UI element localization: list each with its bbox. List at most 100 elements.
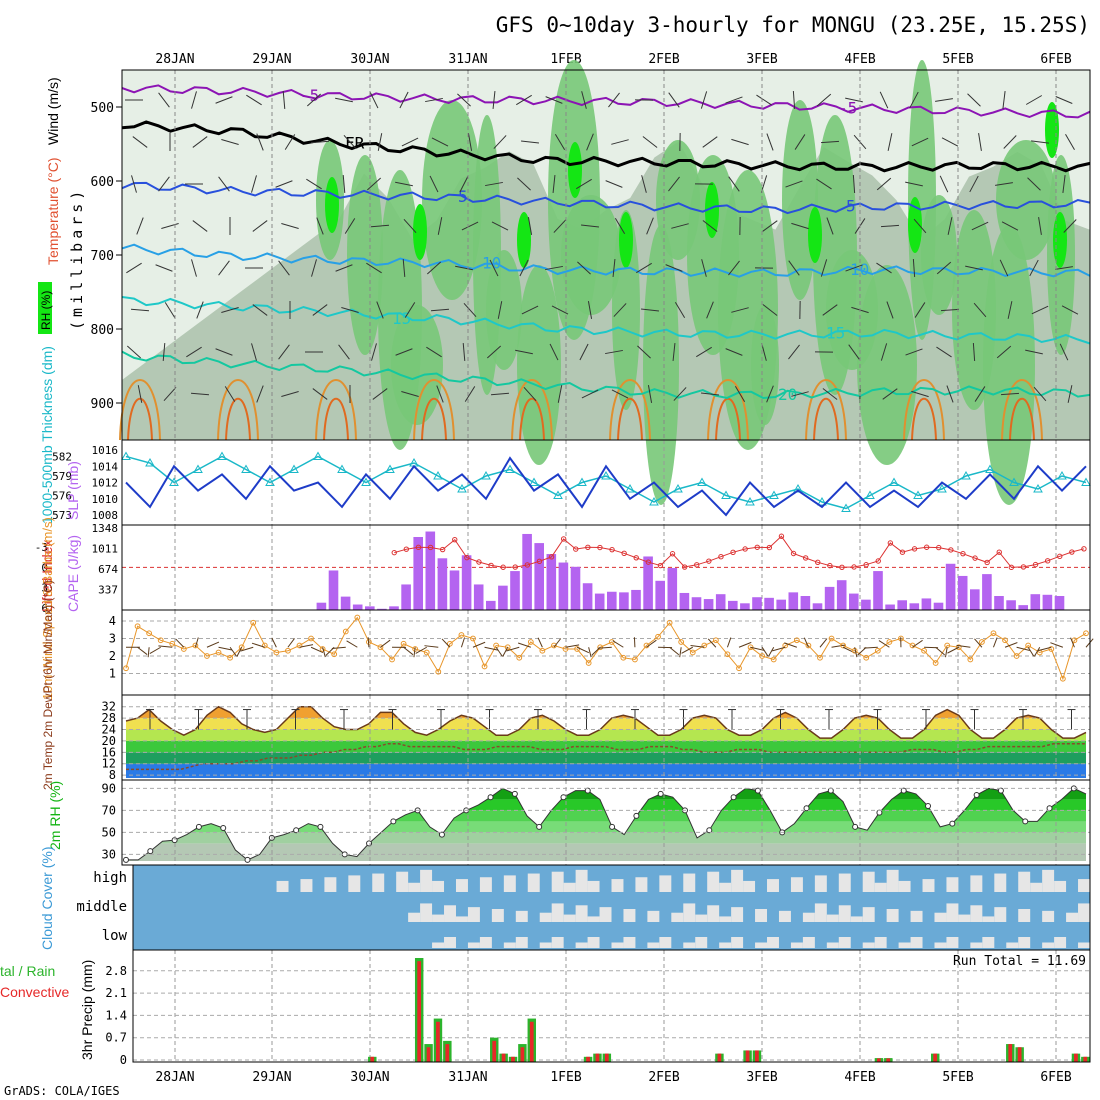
cloud-mid-cell [719,916,732,922]
li-point [536,558,543,565]
temp-tick-label: 12 [102,757,116,771]
top-date-label: 30JAN [350,52,389,67]
wind-barb [701,259,707,277]
cape-bar [836,580,847,610]
thickness-point [1057,470,1067,480]
bottom-date-label: 2FEB [648,1070,679,1085]
isotherm-label: 15 [392,309,411,328]
wind-speed-point [747,644,754,651]
rh-green-blob [347,155,383,355]
wind-barb [425,97,443,103]
cloud-high-cell [587,880,600,892]
cloud-mid-cell [826,914,839,922]
wind-speed-point [157,637,164,644]
cloud-high-cell [683,873,696,892]
cloud-mid-cell [946,903,959,922]
cloud-low-cell [503,942,516,948]
thickness-line [125,455,1087,510]
rh-bright-blob [1053,212,1067,268]
cloud-low-cell [432,942,445,948]
wind-barb [395,348,413,356]
li-line [394,535,1085,568]
thickness-point [1081,477,1091,486]
thickness-point [817,496,827,506]
cloud-low-cell [790,942,803,948]
wind-barb [1061,305,1079,315]
cloud-mid-cell [587,916,600,922]
cloud-mid-cell [814,903,827,922]
cloud-mid-cell [1042,910,1055,922]
rh-point [900,787,907,794]
wind-barb [377,133,383,151]
wind-barb [275,180,293,188]
upper-temp-label: Temperature (°C) [45,157,61,265]
wind-barb-10m [679,647,682,658]
cape-bar [389,606,399,610]
li-point [754,544,760,550]
cape-bar [921,598,932,610]
cloud-high-cell [575,869,588,892]
wind-barb-10m [947,646,960,654]
isotherm-line [121,120,1091,173]
bottom-date-label: 6FEB [1040,1070,1071,1085]
precip-conv-bar [417,961,422,1062]
wind-barb [366,262,382,274]
wind-barb [490,392,510,396]
cape-bar [510,571,520,610]
wind-barb [702,220,718,232]
isotherm-label: FR [345,133,365,152]
cape-bar [849,593,859,610]
cape-bar [413,537,423,610]
wind-barb [826,217,834,235]
wind-barb [426,346,442,358]
precip-conv-bar [604,1053,609,1062]
wind-speed-point [759,653,766,659]
wind-barb [162,342,166,362]
rh-bright-blob [619,212,633,268]
warm-contour-inner [519,397,545,441]
wind-barb [437,217,443,235]
wind-speed-point [504,644,511,651]
slp-thick-left-label: 1000-500mb Thickness (dm) [39,346,55,524]
cape-tick-label: 674 [98,563,118,576]
isotherm-line [121,181,1091,215]
li-point [694,562,700,568]
wind-barb [674,302,686,318]
li-point [887,540,894,546]
cape-bar [352,604,363,610]
thick-tick-label: 576 [52,490,72,503]
cloud-low-cell [946,937,959,948]
thickness-point [241,464,251,473]
wind-barb [941,137,959,147]
wind-barb [464,386,476,402]
wind-barb [647,385,653,403]
cloud-mid-cell [575,905,588,922]
rh-band [126,810,1086,822]
rh-band [126,832,1086,844]
rh-green-blob [782,100,818,300]
li-point [427,544,434,551]
wind-speed-point [400,640,407,647]
cloud-high-cell [994,873,1007,892]
wind-barb [132,136,148,148]
wind-barb [341,307,359,313]
wind-speed-point [470,635,476,642]
wind-speed-point [828,635,835,642]
cape-bar [340,596,351,610]
li-point [524,562,531,568]
wind-barb [700,392,720,396]
cloud-low-cell [623,937,636,948]
wind-barb [636,262,652,274]
wind-barb [1002,91,1006,109]
wind-barb [523,386,537,402]
thickness-point [385,464,395,473]
precip-conv-bar [445,1044,450,1062]
wind-barb [401,391,419,397]
wind-barb [403,218,417,234]
li-point [597,544,603,551]
rh-point [438,831,445,838]
temp-band [126,706,1086,719]
thickness-point [697,477,707,486]
cloud-mid-cell [934,912,947,922]
wind-barb [876,177,892,191]
